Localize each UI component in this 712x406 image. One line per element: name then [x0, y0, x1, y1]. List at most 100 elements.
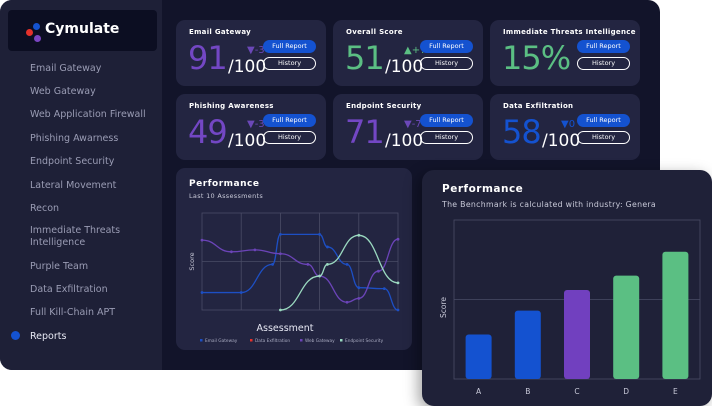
card-score: 49	[188, 113, 228, 151]
data-point	[377, 269, 380, 273]
sidebar-item-endpoint[interactable]: Endpoint Security	[30, 156, 115, 167]
score-card: Phishing Awareness 49 /100 ▼-3 Full Repo…	[176, 94, 326, 160]
card-denominator: /100	[385, 57, 424, 77]
x-tick-label: D	[623, 387, 629, 396]
score-card: Immediate Threats Intelligence 15% Full …	[490, 20, 640, 86]
full-report-button[interactable]: Full Report	[577, 40, 630, 53]
data-point	[253, 248, 257, 252]
bar-E	[662, 251, 689, 379]
logo-dot-purple-icon	[34, 35, 41, 42]
y-axis-label: Score	[188, 252, 196, 270]
data-point	[200, 291, 204, 294]
card-denominator: /100	[228, 131, 267, 151]
sidebar-item-lateral[interactable]: Lateral Movement	[30, 180, 117, 191]
y-axis-label: Score	[439, 297, 448, 318]
x-tick-label: A	[476, 387, 482, 396]
bar-C	[564, 289, 590, 379]
full-report-button[interactable]: Full Report	[577, 114, 630, 127]
data-point	[396, 308, 400, 312]
card-score: 58	[502, 113, 542, 151]
data-point	[279, 232, 282, 236]
bar-D	[613, 275, 640, 379]
full-report-button[interactable]: Full Report	[263, 114, 316, 127]
legend-marker	[300, 339, 303, 342]
bar-B	[514, 310, 541, 379]
full-report-button[interactable]: Full Report	[420, 40, 473, 53]
legend-label: Email Gateway	[205, 338, 238, 344]
card-score: 51	[345, 39, 385, 77]
history-button[interactable]: History	[577, 57, 630, 70]
history-button[interactable]: History	[420, 57, 473, 70]
card-score: 91	[188, 39, 228, 77]
sidebar-item-exfiltration[interactable]: Data Exfiltration	[30, 284, 108, 295]
legend-marker	[250, 339, 253, 342]
data-point	[345, 263, 349, 266]
sidebar-item-threats[interactable]: Immediate Threats Intelligence	[30, 225, 121, 248]
data-point	[318, 232, 321, 236]
data-point	[279, 308, 282, 312]
legend-label: Web Gateway	[305, 338, 335, 344]
bar-chart-title: Performance	[442, 183, 524, 195]
data-point	[396, 237, 400, 241]
data-point	[345, 300, 349, 304]
score-card: Data Exfiltration 58 /100 ▼0 Full Report…	[490, 94, 640, 160]
score-card: Endpoint Security 71 /100 ▼-7 Full Repor…	[333, 94, 483, 160]
data-point	[271, 263, 274, 266]
x-axis-label: Assessment	[257, 323, 314, 334]
card-score: 15%	[502, 39, 571, 77]
card-score: 71	[345, 113, 385, 151]
card-title: Phishing Awareness	[189, 102, 274, 110]
data-point	[396, 281, 400, 285]
card-title: Overall Score	[346, 28, 403, 36]
sidebar-item-purple-team[interactable]: Purple Team	[30, 261, 89, 272]
bar-chart-subtitle: The Benchmark is calculated with industr…	[442, 200, 657, 209]
sidebar-item-apt[interactable]: Full Kill-Chain APT	[30, 307, 116, 318]
brand-name: Cymulate	[45, 21, 120, 37]
x-tick-label: B	[525, 387, 530, 396]
card-title: Immediate Threats Intelligence	[503, 28, 636, 36]
history-button[interactable]: History	[577, 131, 630, 144]
data-point	[357, 296, 361, 300]
card-title: Data Exfiltration	[503, 102, 574, 110]
sidebar-item-web-gateway[interactable]: Web Gateway	[30, 86, 96, 97]
sidebar-item-email-gateway[interactable]: Email Gateway	[30, 63, 102, 74]
legend-label: Data Exfiltration	[255, 338, 290, 344]
active-indicator-icon	[11, 331, 20, 340]
sidebar-item-phishing[interactable]: Phishing Awarness	[30, 133, 119, 144]
card-delta: ▼-7	[404, 119, 422, 130]
bar-chart: A B C D E Score	[439, 219, 701, 396]
history-button[interactable]: History	[420, 131, 473, 144]
data-point	[200, 238, 204, 242]
score-card: Overall Score 51 /100 ▲+7 Full Report Hi…	[333, 20, 483, 86]
line-chart: Score Assessment Email Gateway Data Exfiltr…	[188, 212, 400, 344]
logo[interactable]: Cymulate	[8, 10, 157, 51]
legend-marker	[340, 339, 343, 342]
line-chart-title: Performance	[189, 179, 260, 189]
sidebar: Cymulate Email Gateway Web Gateway Web A…	[0, 0, 162, 370]
sidebar-item-reports[interactable]: Reports	[30, 331, 67, 342]
bar-chart-card: Performance The Benchmark is calculated …	[422, 170, 712, 406]
full-report-button[interactable]: Full Report	[263, 40, 316, 53]
line-chart-subtitle: Last 10 Assessments	[189, 192, 264, 200]
data-point	[357, 286, 361, 290]
full-report-button[interactable]: Full Report	[420, 114, 473, 127]
card-title: Endpoint Security	[346, 102, 422, 110]
card-delta: ▲+7	[404, 45, 427, 56]
data-point	[357, 233, 361, 237]
legend-label: Endpoint Security	[345, 338, 384, 344]
history-button[interactable]: History	[263, 131, 316, 144]
history-button[interactable]: History	[263, 57, 316, 70]
data-point	[306, 263, 310, 266]
data-point	[318, 274, 321, 278]
x-tick-label: C	[574, 387, 579, 396]
sidebar-item-recon[interactable]: Recon	[30, 203, 60, 214]
card-delta: ▼-3	[247, 45, 265, 56]
line-chart-card: Performance Last 10 Assessments Score Ass…	[176, 168, 412, 350]
bar-A	[465, 334, 492, 379]
x-tick-label: E	[673, 387, 678, 396]
card-denominator: /100	[228, 57, 267, 77]
sidebar-item-waf[interactable]: Web Application Firewall	[30, 109, 146, 120]
data-point	[326, 263, 329, 266]
series-line-email-gateway	[201, 233, 399, 311]
card-delta: ▼-3	[247, 119, 265, 130]
